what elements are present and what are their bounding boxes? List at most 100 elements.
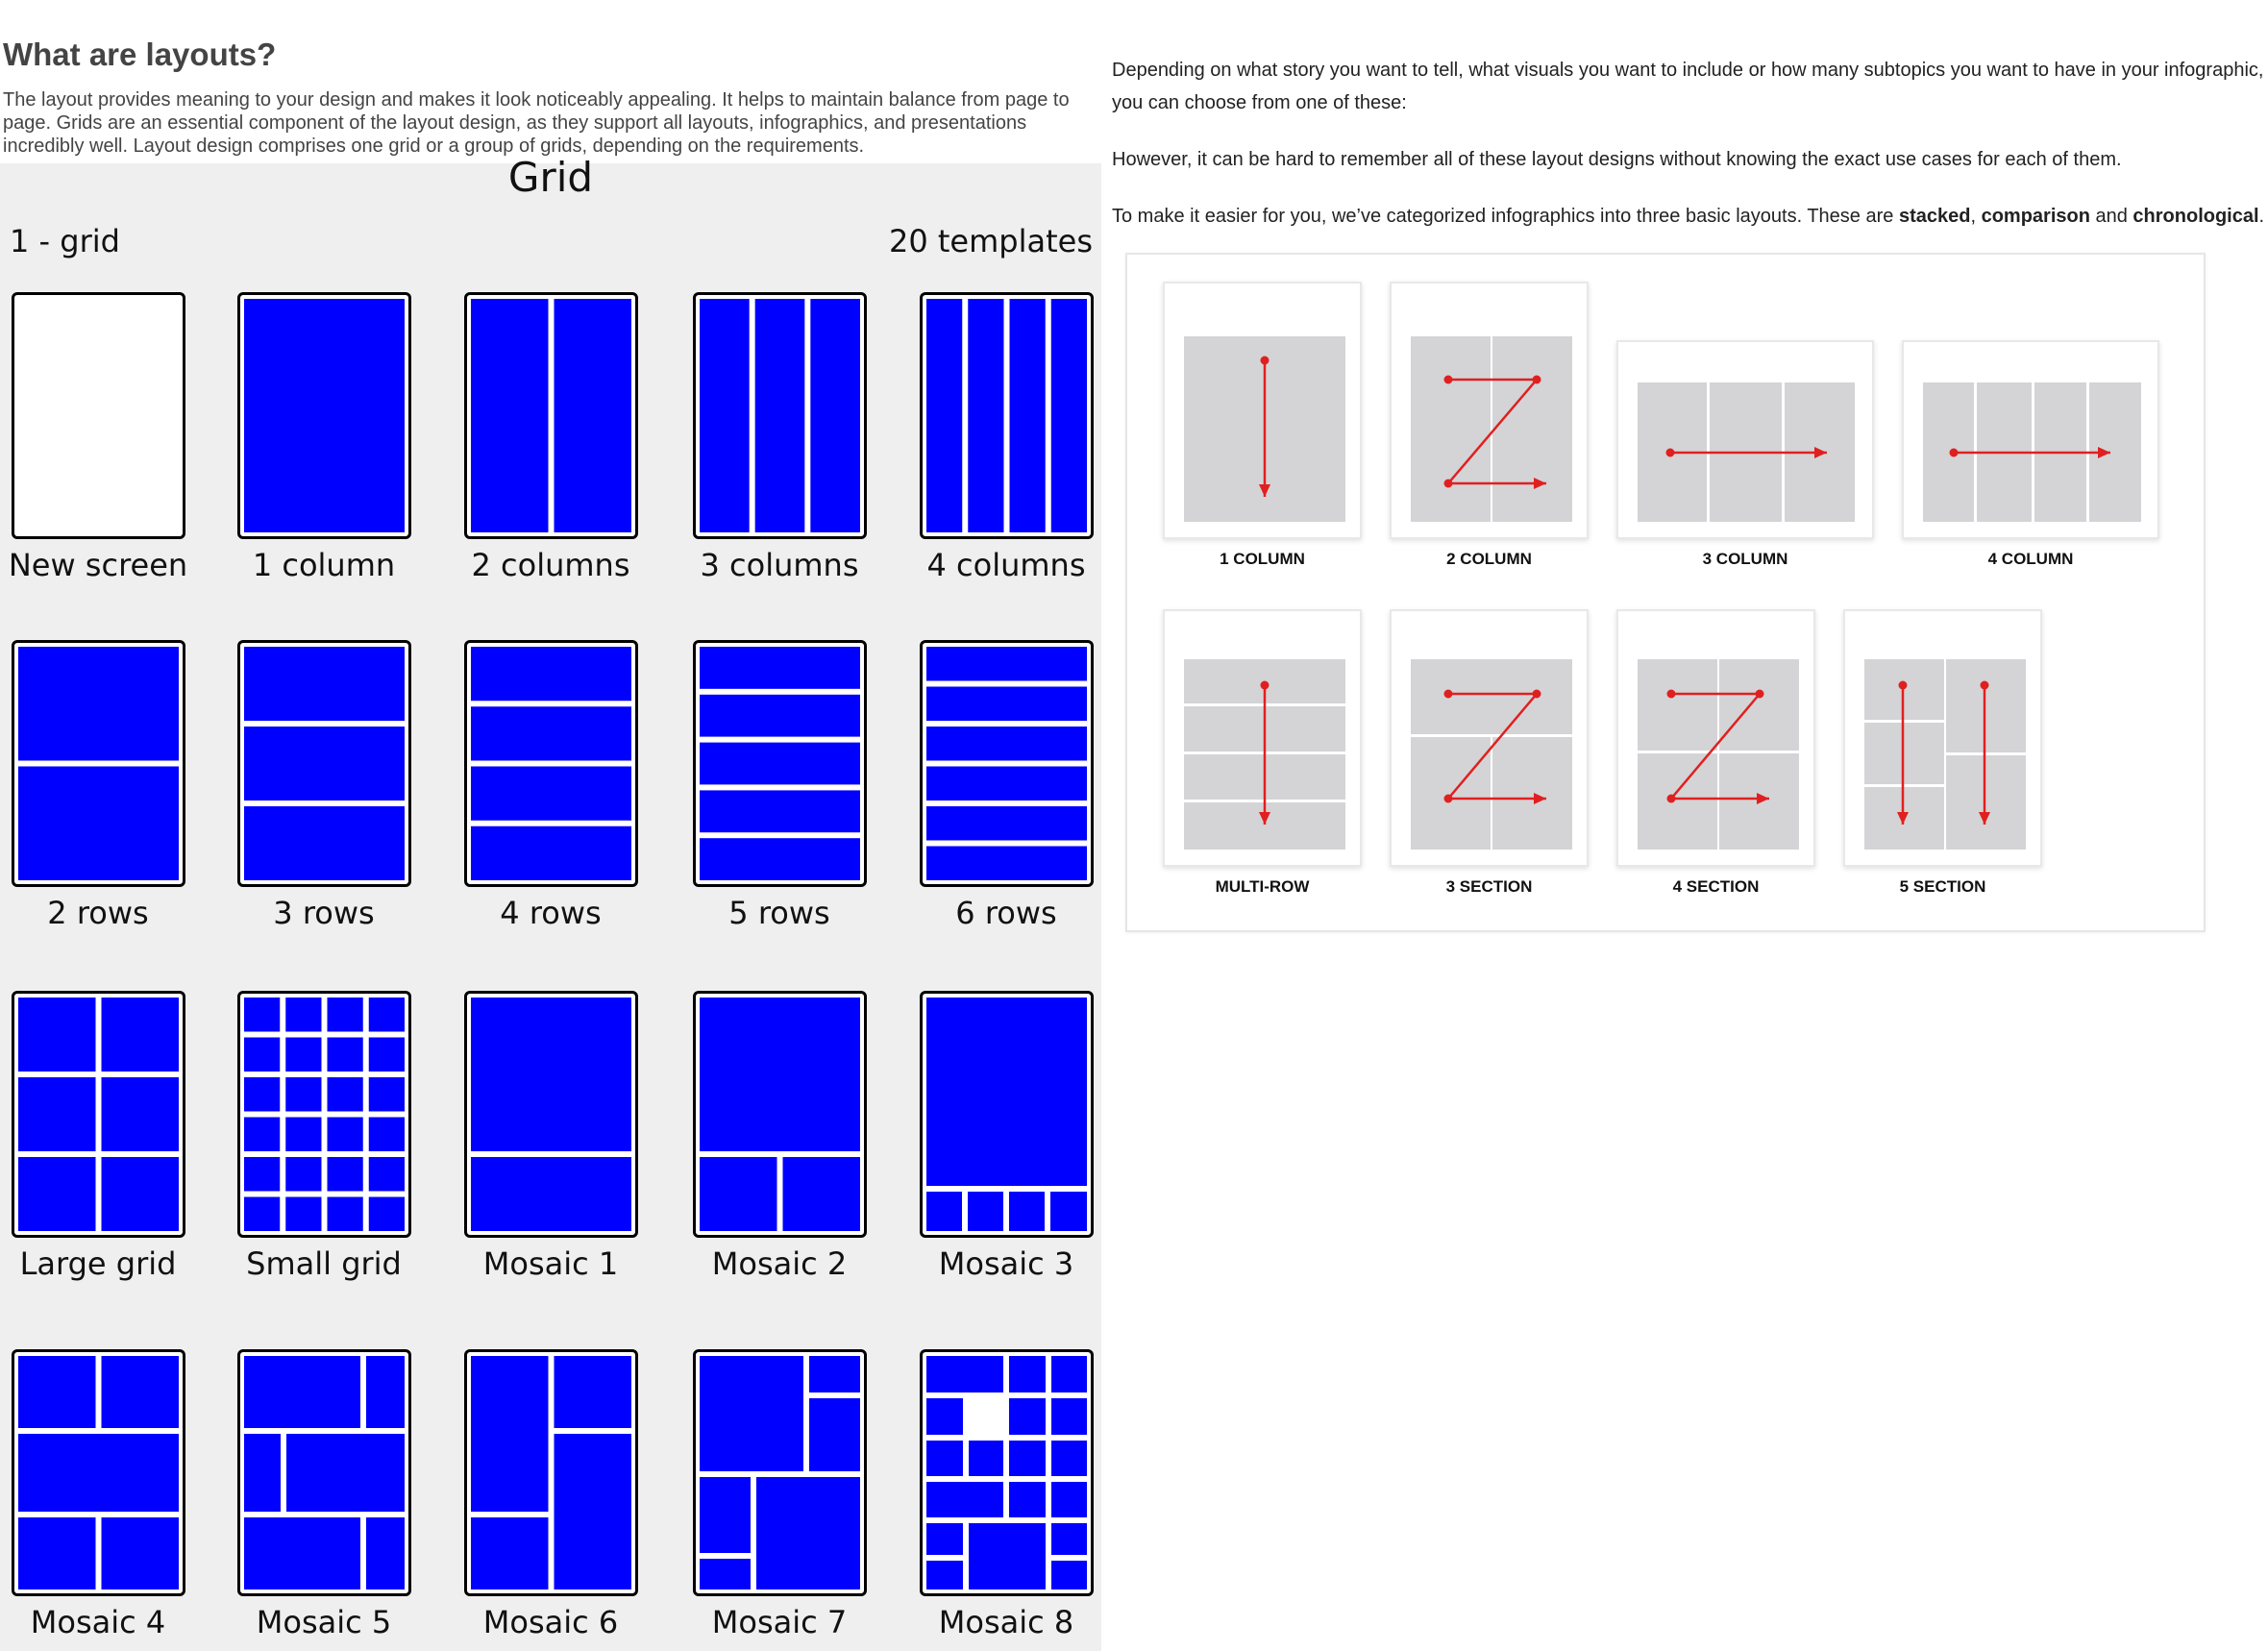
grid-cell	[969, 1441, 1003, 1476]
flow-dot	[1532, 375, 1541, 384]
layout-section	[1411, 737, 1491, 850]
grid-cell	[368, 1117, 405, 1151]
grid-cell	[244, 1196, 281, 1231]
template-card-large-grid[interactable]	[12, 991, 185, 1238]
template-label: 6 rows	[955, 895, 1057, 931]
grid-cell	[244, 1157, 281, 1192]
arrowhead	[1534, 478, 1546, 489]
template-label: 3 columns	[700, 547, 859, 583]
layout-illustration	[1638, 659, 1799, 850]
grid-cell	[1051, 1561, 1087, 1589]
grid-cell	[926, 1441, 963, 1476]
grid-cell	[471, 1356, 549, 1512]
template-label: Mosaic 2	[711, 1245, 848, 1282]
template-label: Small grid	[246, 1245, 402, 1282]
grid-cell	[327, 1157, 363, 1192]
right-paragraph-1: Depending on what story you want to tell…	[1112, 60, 2264, 113]
layout-card-3-section	[1390, 609, 1589, 867]
grid-cell	[368, 1037, 405, 1072]
template-thumbnail	[244, 1356, 405, 1589]
template-thumbnail	[700, 998, 860, 1231]
grid-cell	[809, 1356, 860, 1392]
grid-cell	[471, 299, 549, 532]
template-thumbnail	[926, 1356, 1087, 1589]
layout-illustration	[1411, 336, 1572, 522]
grid-cell	[471, 647, 631, 702]
template-thumbnail	[471, 647, 631, 880]
intro-paragraph: The layout provides meaning to your desi…	[3, 89, 1070, 157]
template-card-mosaic-1[interactable]	[464, 991, 638, 1238]
template-label: 4 rows	[500, 895, 602, 931]
layout-illustration	[1184, 659, 1345, 850]
arrowhead	[1979, 812, 1990, 825]
template-card-new-screen[interactable]	[12, 292, 185, 539]
grid-cell	[926, 727, 1087, 761]
grid-cell	[368, 1196, 405, 1231]
flow-dot	[1260, 356, 1270, 365]
grid-cell	[327, 1037, 363, 1072]
layout-label: 5 SECTION	[1899, 877, 1986, 896]
template-thumbnail	[700, 1356, 860, 1589]
grid-cell	[700, 790, 860, 833]
grid-cell	[244, 1037, 281, 1072]
grid-cell	[285, 1196, 322, 1231]
grid-count-label: 1 - grid	[10, 223, 120, 259]
page-title: What are layouts?	[3, 37, 277, 72]
grid-cell	[968, 1192, 1003, 1231]
grid-cell	[244, 1117, 281, 1151]
layout-label: 3 COLUMN	[1702, 550, 1788, 568]
template-card-small-grid[interactable]	[237, 991, 411, 1238]
grid-cell	[471, 998, 631, 1151]
grid-cell	[368, 1157, 405, 1192]
template-card-mosaic-3[interactable]	[920, 991, 1094, 1238]
layout-illustration	[1184, 336, 1345, 522]
grid-cell	[700, 299, 750, 532]
template-card-3-rows[interactable]	[237, 640, 411, 887]
template-thumbnail	[471, 1356, 631, 1589]
template-thumbnail	[18, 1356, 179, 1589]
layout-label: 1 COLUMN	[1220, 550, 1305, 568]
layout-card-1-column	[1163, 282, 1362, 539]
template-card-4-rows[interactable]	[464, 640, 638, 887]
flow-dot	[1755, 689, 1764, 699]
flow-dot	[1666, 689, 1676, 699]
grid-cell	[754, 299, 805, 532]
template-card-3-columns[interactable]	[693, 292, 867, 539]
grid-cell	[327, 1077, 363, 1112]
grid-cell	[968, 299, 1004, 532]
template-thumbnail	[700, 647, 860, 880]
layout-label: 4 SECTION	[1672, 877, 1760, 896]
template-card-5-rows[interactable]	[693, 640, 867, 887]
grid-panel-title: Grid	[507, 154, 594, 201]
arrowhead	[1259, 484, 1270, 497]
grid-cell	[700, 1157, 777, 1231]
template-card-1-column[interactable]	[237, 292, 411, 539]
grid-cell	[700, 1356, 803, 1471]
template-label: Mosaic 8	[938, 1604, 1074, 1640]
grid-cell	[1050, 299, 1087, 532]
grid-cell	[1009, 1356, 1046, 1392]
grid-cell	[285, 1037, 322, 1072]
grid-cell	[366, 1356, 405, 1428]
flow-dot	[1898, 680, 1908, 690]
template-card-mosaic-4[interactable]	[12, 1349, 185, 1596]
grid-cell	[1051, 1398, 1087, 1435]
template-label: Mosaic 6	[482, 1604, 619, 1640]
grid-cell	[285, 1157, 322, 1192]
layout-section	[1864, 659, 1944, 720]
grid-cell	[926, 766, 1087, 801]
template-count-label: 20 templates	[888, 223, 1093, 259]
template-card-mosaic-5[interactable]	[237, 1349, 411, 1596]
template-card-2-columns[interactable]	[464, 292, 638, 539]
template-card-2-rows[interactable]	[12, 640, 185, 887]
grid-cell	[926, 846, 1087, 880]
layout-section	[1719, 659, 1799, 751]
template-card-mosaic-2[interactable]	[693, 991, 867, 1238]
layout-section	[1411, 336, 1491, 522]
template-card-mosaic-7[interactable]	[693, 1349, 867, 1596]
template-card-mosaic-6[interactable]	[464, 1349, 638, 1596]
flow-arrow-line	[1445, 378, 1546, 485]
template-card-mosaic-8[interactable]	[920, 1349, 1094, 1596]
template-card-6-rows[interactable]	[920, 640, 1094, 887]
template-card-4-columns[interactable]	[920, 292, 1094, 539]
